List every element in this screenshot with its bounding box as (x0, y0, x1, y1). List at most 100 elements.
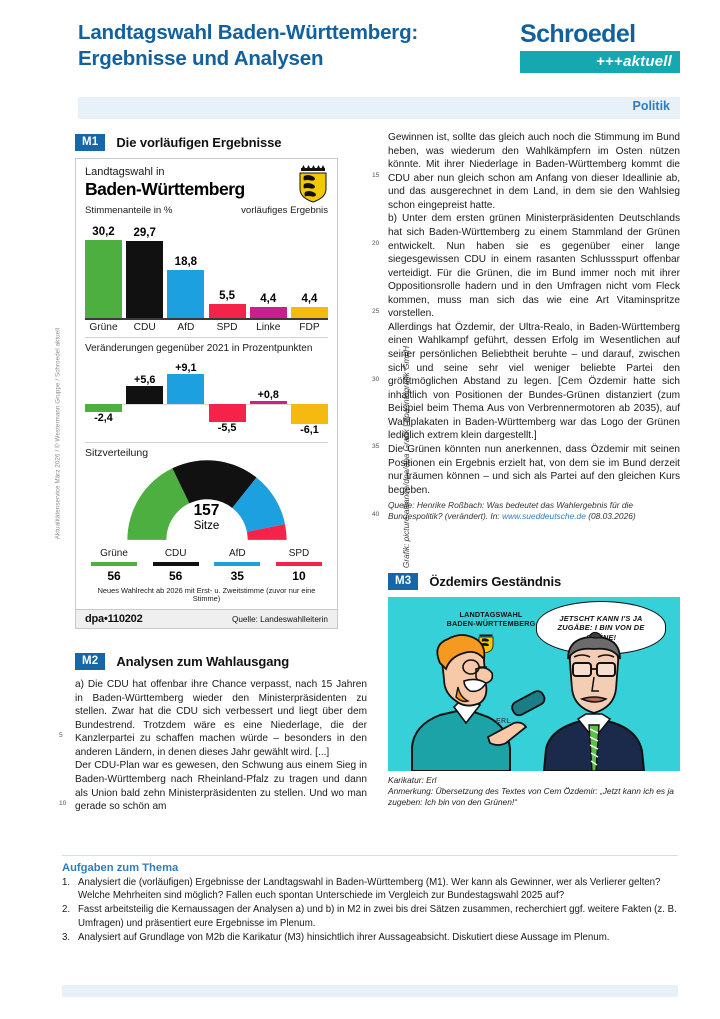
change-bar-rect (290, 404, 328, 425)
seat-legend-item: SPD 10 (270, 548, 328, 583)
brand-plus: +++ (596, 53, 624, 70)
change-bar-value: +9,1 (175, 362, 197, 375)
section-band: Politik (78, 97, 680, 119)
caricature-signature: ERL (496, 718, 511, 725)
change-bar-rect (126, 385, 164, 405)
caricature-caption: Karikatur: Erl Anmerkung: Übersetzung de… (388, 775, 680, 808)
caricature-label-line2: BADEN-WÜRTTEMBERG (446, 619, 536, 628)
seat-segment-spd (246, 524, 287, 541)
change-bar-value: -2,4 (94, 412, 113, 424)
m1-heading: M1 Die vorläufigen Ergebnisse (75, 134, 282, 152)
line-number: 40 (372, 511, 380, 519)
vote-bar-value: 4,4 (301, 292, 318, 305)
task-number: 2. (62, 904, 71, 916)
paragraph: Gewinnen ist, sollte das gleich auch noc… (388, 132, 680, 211)
seat-legend-swatch (214, 562, 261, 566)
change-chart-title: Veränderungen gegenüber 2021 in Prozentp… (85, 343, 313, 355)
seat-legend-label: SPD (288, 548, 310, 560)
m1-infographic: Landtagswahl in Baden-Württemberg Stimme… (75, 158, 338, 629)
page-title: Landtagswahl Baden-Württemberg: Ergebnis… (78, 20, 508, 72)
page-title-line2: Ergebnisse und Analysen (78, 47, 324, 71)
m3-title: Özdemirs Geständnis (429, 574, 562, 590)
seats-center: 157 Sitze (85, 503, 328, 532)
infographic-source: Quelle: Landeswahlleiterin (231, 614, 328, 624)
vote-bar-value: 18,8 (174, 255, 198, 268)
seat-legend-item: Grüne 56 (85, 548, 143, 583)
seat-legend-label: AfD (228, 548, 246, 560)
seat-segment-afd (232, 477, 286, 532)
article-right-column: Gewinnen ist, sollte das gleich auch noc… (372, 131, 680, 522)
baden-wuerttemberg-crest-icon (299, 165, 327, 203)
line-number: 30 (372, 375, 380, 383)
article-body-right: Gewinnen ist, sollte das gleich auch noc… (372, 131, 680, 518)
caricature-label: LANDTAGSWAHL BADEN-WÜRTTEMBERG (436, 610, 546, 628)
page-header: Landtagswahl Baden-Württemberg: Ergebnis… (0, 0, 720, 92)
m2-title: Analysen zum Wahlausgang (116, 654, 290, 670)
line-number: 5 (59, 732, 63, 740)
line-number: 20 (372, 239, 380, 247)
side-credit: Aktualitätenservice März 2026 / © Wester… (54, 327, 62, 540)
vote-share-categories: Grüne CDU AfD SPD Linke FDP (85, 322, 328, 333)
task-number: 3. (62, 931, 71, 943)
line-number: 25 (372, 307, 380, 315)
caricature-label-line1: LANDTAGSWAHL (459, 610, 523, 619)
infographic-kicker: Landtagswahl in (85, 166, 165, 178)
seat-legend-swatch (152, 562, 199, 566)
seats-donut: 157 Sitze (85, 455, 328, 547)
change-bar-rect (249, 401, 287, 405)
m3-badge: M3 (388, 573, 419, 591)
tasks-title: Aufgaben zum Thema (62, 862, 179, 874)
seats-total: 157 (193, 502, 220, 520)
caricature-note: Anmerkung: Übersetzung des Textes von Ce… (388, 786, 674, 808)
infographic-headline: Baden-Württemberg (85, 179, 245, 200)
vote-bar-rect (208, 303, 246, 319)
change-bar-rect (208, 404, 246, 423)
seat-legend-swatch (91, 562, 137, 566)
article-source: Quelle: Henrike Roßbach: Was bedeutet da… (388, 500, 680, 522)
vote-bar-label: FDP (299, 322, 320, 334)
change-bar-cdu: +5,6 (126, 358, 164, 440)
seat-legend-value: 56 (107, 568, 121, 583)
change-bar-value: -6,1 (300, 424, 319, 437)
vote-bar-label: SPD (216, 322, 238, 334)
vote-bar-fdp: 4,4 (290, 218, 328, 319)
page-title-line1: Landtagswahl Baden-Württemberg: (78, 21, 419, 44)
infographic-footer: dpa•110202 Quelle: Landeswahlleiterin (76, 609, 337, 628)
seat-legend-item: AfD 35 (208, 548, 266, 583)
paragraph: Der CDU-Plan war es gewesen, den Schwung… (75, 760, 367, 813)
seat-legend-label: CDU (164, 548, 187, 560)
source-prefix: Quelle: Henrike Roßbach: Was bedeutet da… (388, 500, 634, 522)
vote-bar-rect (126, 241, 164, 319)
vote-share-chart: 30,2 29,7 18,8 5,5 4,4 4,4 (85, 218, 328, 319)
m2-column: a) Die CDU hat offenbar ihre Chance verp… (59, 678, 367, 814)
task-item: 3. Analysiert auf Grundlage von M2b die K… (62, 931, 678, 944)
brand-name: Schroedel (520, 20, 636, 48)
source-link[interactable]: www.sueddeutsche.de (502, 511, 586, 522)
seat-segment-grüne (127, 468, 190, 541)
vote-bar-rect (167, 269, 205, 319)
vote-bar-value: 30,2 (92, 226, 115, 239)
vote-bar-value: 29,7 (133, 227, 156, 240)
seat-legend-item: CDU 56 (147, 548, 205, 583)
source-suffix: (08.03.2026) (585, 511, 636, 522)
section-label: Politik (632, 99, 670, 113)
tasks-section: Aufgaben zum Thema 1. Analysiert die (vor… (62, 855, 678, 945)
paragraph: a) Die CDU hat offenbar ihre Chance verp… (75, 679, 367, 758)
seat-legend-value: 56 (168, 568, 183, 583)
task-number: 1. (62, 877, 71, 888)
seat-legend-swatch (275, 562, 322, 566)
change-bar-grüne: -2,4 (85, 358, 122, 440)
paragraph: b) Unter dem ersten grünen Ministerpräsi… (388, 213, 680, 320)
vote-bar-afd: 18,8 (167, 218, 205, 319)
change-chart: -2,4 +5,6 +9,1 -5,5 +0,8 -6,1 (85, 358, 328, 440)
brand-logo: Schroedel +++aktuell (520, 22, 680, 73)
line-number: 10 (59, 800, 67, 808)
change-bar-afd: +9,1 (167, 358, 205, 440)
dpa-id: dpa•110202 (85, 613, 143, 625)
vote-bar-label: Linke (256, 322, 281, 334)
seats-donut-svg (127, 460, 287, 541)
change-bar-value: -5,5 (217, 422, 237, 435)
change-bar-linke: +0,8 (249, 358, 287, 440)
seats-title: Sitzverteilung (85, 447, 149, 460)
